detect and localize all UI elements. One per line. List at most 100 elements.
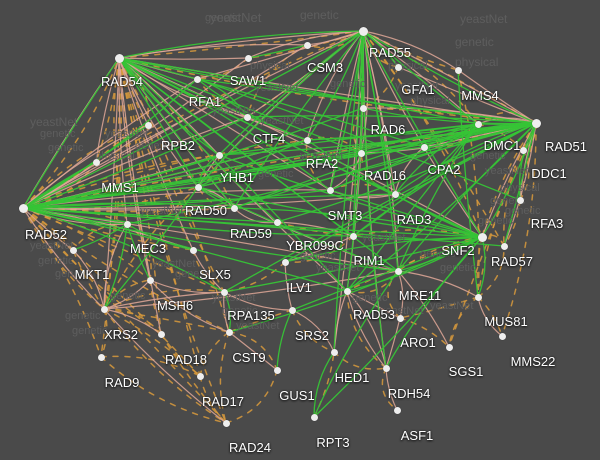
graph-node-mms1[interactable]	[92, 158, 100, 166]
node-label-asf1[interactable]: ASF1	[400, 428, 434, 443]
node-label-rad57[interactable]: RAD57	[491, 254, 533, 269]
node-label-ddc1[interactable]: DDC1	[531, 166, 567, 181]
node-label-mkt1[interactable]: MKT1	[74, 267, 110, 282]
node-label-yhb1[interactable]: YHB1	[220, 170, 254, 185]
node-label-rad54[interactable]: RAD54	[101, 74, 143, 89]
graph-node-mre11[interactable]	[394, 267, 402, 275]
graph-node-aro1[interactable]	[396, 314, 404, 322]
graph-node-rad16[interactable]	[357, 149, 365, 157]
node-label-smt3[interactable]: SMT3	[327, 208, 363, 223]
node-label-mms1[interactable]: MMS1	[101, 180, 139, 195]
node-label-rad55[interactable]: RAD55	[369, 45, 411, 60]
graph-node-cst9[interactable]	[225, 328, 233, 336]
graph-node-gus1[interactable]	[273, 366, 281, 374]
graph-node-asf1[interactable]	[393, 406, 401, 414]
node-label-rpb2[interactable]: RPB2	[161, 138, 195, 153]
node-label-csm3[interactable]: CSM3	[306, 60, 344, 75]
graph-node-ddc1[interactable]	[519, 146, 527, 154]
graph-node-saw1[interactable]	[244, 54, 252, 62]
node-label-msh6[interactable]: MSH6	[156, 298, 194, 313]
node-label-rad50[interactable]: RAD50	[185, 203, 227, 218]
graph-node-dmc1[interactable]	[474, 120, 482, 128]
node-label-mre11[interactable]: MRE11	[398, 288, 442, 303]
node-label-mms4[interactable]: MMS4	[461, 88, 499, 103]
graph-node-rfa3[interactable]	[516, 196, 524, 204]
graph-node-mms4[interactable]	[454, 66, 462, 74]
graph-node-rad52[interactable]	[18, 203, 28, 213]
node-label-rad16[interactable]: RAD16	[364, 168, 406, 183]
graph-node-rad57[interactable]	[500, 242, 508, 250]
graph-node-rim1[interactable]	[349, 232, 357, 240]
node-label-rad24[interactable]: RAD24	[229, 440, 271, 455]
graph-node-cpa2[interactable]	[420, 143, 428, 151]
node-label-rim1[interactable]: RIM1	[353, 253, 385, 268]
node-label-rad52[interactable]: RAD52	[25, 227, 67, 242]
node-label-rad6[interactable]: RAD6	[370, 122, 406, 137]
graph-node-rad54[interactable]	[114, 53, 124, 63]
node-label-rdh54[interactable]: RDH54	[387, 386, 431, 401]
graph-node-rpt3[interactable]	[310, 413, 318, 421]
node-label-ybr099c[interactable]: YBR099C	[286, 238, 344, 253]
node-label-mec3[interactable]: MEC3	[129, 241, 167, 256]
node-label-rad18[interactable]: RAD18	[165, 352, 207, 367]
graph-node-rpb2[interactable]	[144, 121, 152, 129]
graph-node-mms22[interactable]	[498, 332, 506, 340]
node-label-dmc1[interactable]: DMC1	[483, 138, 521, 153]
graph-node-mkt1[interactable]	[69, 246, 77, 254]
node-label-ctf4[interactable]: CTF4	[252, 131, 286, 146]
node-label-sgs1[interactable]: SGS1	[448, 364, 484, 379]
node-label-aro1[interactable]: ARO1	[400, 335, 436, 350]
node-label-cpa2[interactable]: CPA2	[427, 162, 461, 177]
graph-node-rad59[interactable]	[230, 204, 238, 212]
graph-node-ilv1[interactable]	[281, 258, 289, 266]
graph-node-rad6[interactable]	[359, 104, 367, 112]
graph-node-rad9[interactable]	[97, 353, 105, 361]
graph-node-rad3[interactable]	[391, 190, 399, 198]
node-label-xrs2[interactable]: XRS2	[104, 327, 138, 342]
graph-node-rad24[interactable]	[222, 419, 230, 427]
graph-node-gfa1[interactable]	[394, 63, 402, 71]
graph-node-rfa1[interactable]	[193, 75, 201, 83]
node-label-rpt3[interactable]: RPT3	[316, 435, 350, 450]
graph-node-rfa2[interactable]	[303, 136, 311, 144]
node-label-rad3[interactable]: RAD3	[396, 212, 432, 227]
graph-node-smt3[interactable]	[326, 186, 334, 194]
graph-node-slx5[interactable]	[189, 246, 197, 254]
node-label-ilv1[interactable]: ILV1	[286, 280, 312, 295]
graph-node-csm3[interactable]	[303, 41, 311, 49]
graph-node-rad53[interactable]	[343, 287, 351, 295]
graph-node-snf2[interactable]	[477, 232, 487, 242]
node-label-slx5[interactable]: SLX5	[199, 267, 231, 282]
graph-node-srs2[interactable]	[288, 306, 296, 314]
graph-node-rad18[interactable]	[157, 330, 165, 338]
node-label-mus81[interactable]: MUS81	[484, 314, 528, 329]
node-label-rad9[interactable]: RAD9	[104, 375, 140, 390]
graph-node-mec3[interactable]	[123, 220, 131, 228]
node-label-rad53[interactable]: RAD53	[353, 307, 395, 322]
node-label-rfa1[interactable]: RFA1	[188, 94, 222, 109]
graph-node-yhb1[interactable]	[215, 151, 223, 159]
graph-node-rdh54[interactable]	[382, 364, 390, 372]
node-label-gus1[interactable]: GUS1	[279, 388, 315, 403]
graph-node-mus81[interactable]	[474, 293, 482, 301]
graph-node-rad50[interactable]	[194, 183, 202, 191]
node-label-rpa135[interactable]: RPA135	[227, 308, 275, 323]
graph-node-ybr099c[interactable]	[273, 218, 281, 226]
node-label-rfa3[interactable]: RFA3	[530, 216, 564, 231]
graph-node-rpa135[interactable]	[220, 288, 228, 296]
node-label-gfa1[interactable]: GFA1	[401, 82, 435, 97]
graph-node-xrs2[interactable]	[100, 305, 108, 313]
graph-node-ctf4[interactable]	[243, 113, 251, 121]
node-label-rad59[interactable]: RAD59	[230, 226, 272, 241]
node-label-srs2[interactable]: SRS2	[295, 328, 329, 343]
node-label-rad51[interactable]: RAD51	[545, 139, 587, 154]
graph-node-rad55[interactable]	[358, 26, 368, 36]
node-label-hed1[interactable]: HED1	[334, 370, 370, 385]
node-label-cst9[interactable]: CST9	[232, 350, 266, 365]
graph-node-msh6[interactable]	[146, 276, 154, 284]
node-label-saw1[interactable]: SAW1	[229, 73, 267, 88]
graph-node-sgs1[interactable]	[445, 343, 453, 351]
graph-node-rad17[interactable]	[196, 372, 204, 380]
graph-node-rad51[interactable]	[531, 118, 541, 128]
graph-node-hed1[interactable]	[330, 348, 338, 356]
